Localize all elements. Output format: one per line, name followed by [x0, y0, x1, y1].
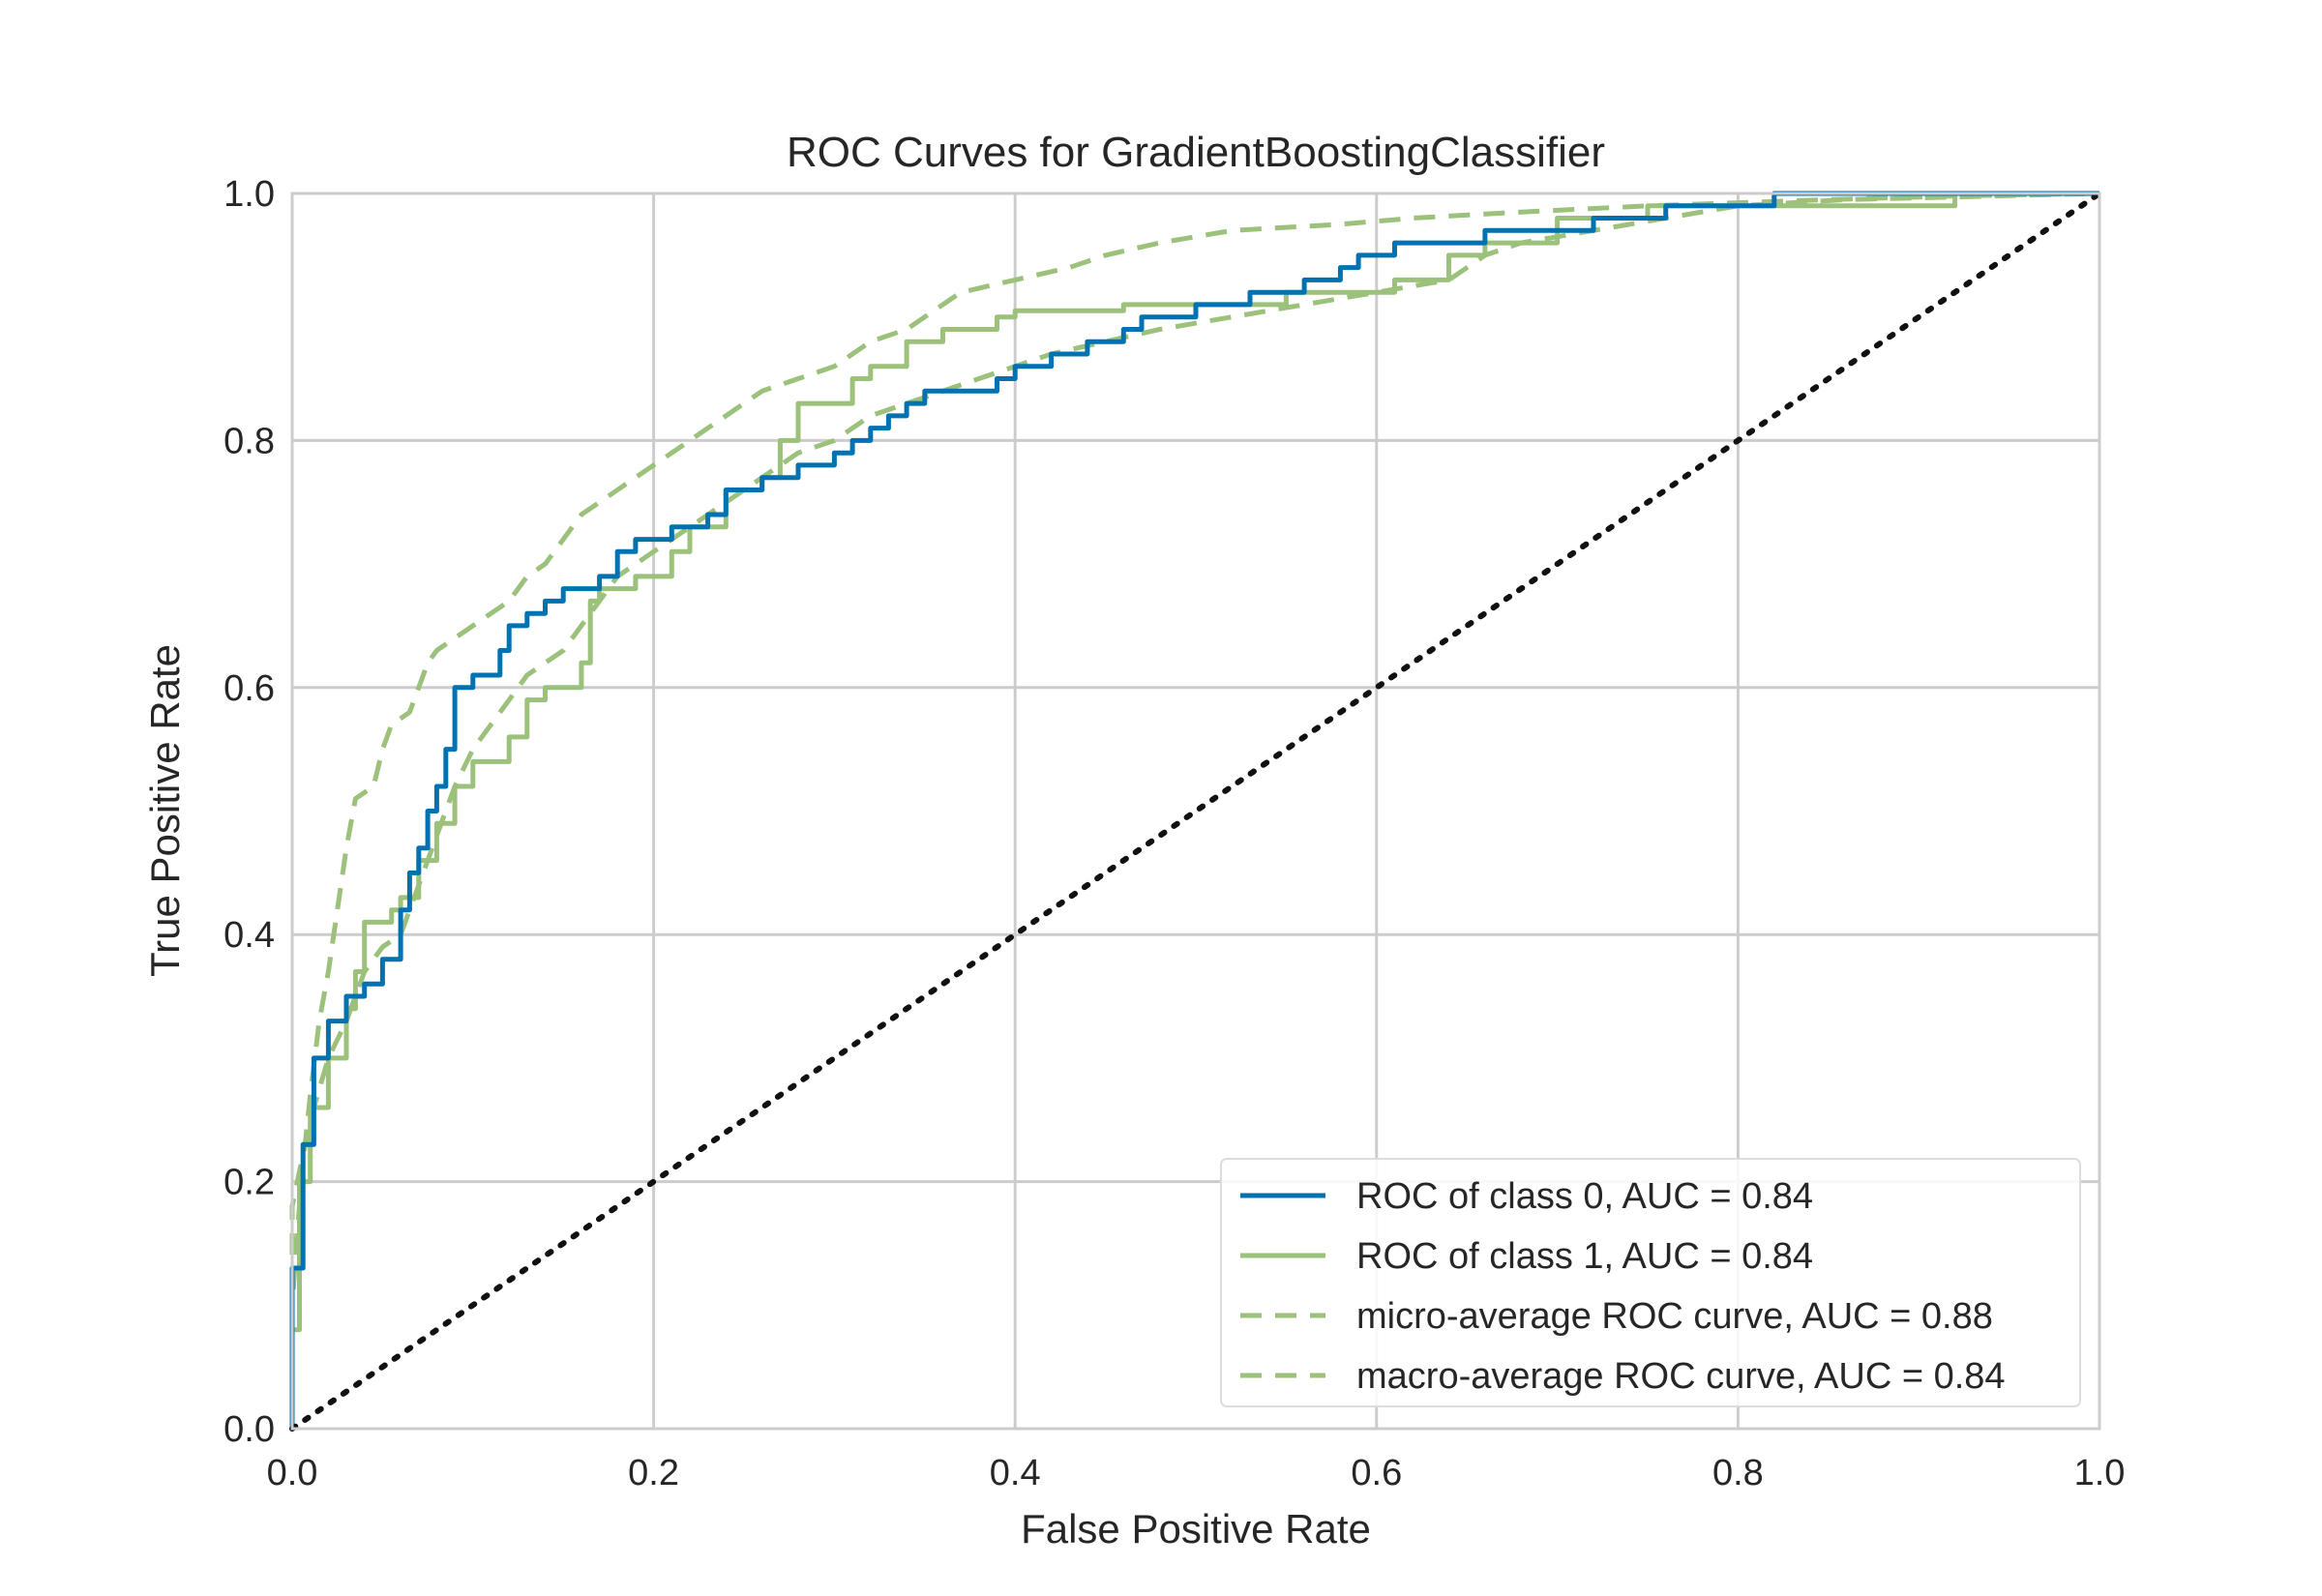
- legend-label: ROC of class 0, AUC = 0.84: [1356, 1176, 1813, 1217]
- x-tick-labels: 0.0 0.2 0.4 0.6 0.8 1.0: [267, 1453, 2126, 1493]
- y-tick-label: 0.0: [223, 1409, 275, 1450]
- x-axis-label: False Positive Rate: [1021, 1506, 1371, 1552]
- y-axis-label: True Positive Rate: [142, 644, 188, 977]
- series-line-1: [289, 191, 2099, 1429]
- series-group: [289, 191, 2102, 1432]
- legend: ROC of class 0, AUC = 0.84 ROC of class 1…: [1220, 1158, 2081, 1407]
- y-tick-label: 0.4: [223, 915, 275, 956]
- legend-label: micro-average ROC curve, AUC = 0.88: [1356, 1296, 1993, 1337]
- y-tick-label: 0.8: [223, 421, 275, 461]
- grid: [290, 192, 2101, 1431]
- x-tick-label: 0.2: [628, 1453, 679, 1493]
- chart-title: ROC Curves for GradientBoostingClassifie…: [787, 129, 1605, 176]
- legend-label: ROC of class 1, AUC = 0.84: [1356, 1236, 1813, 1277]
- y-tick-label: 0.6: [223, 668, 275, 709]
- x-tick-label: 0.8: [1712, 1453, 1764, 1493]
- x-tick-label: 0.4: [990, 1453, 1041, 1493]
- plot-frame: [290, 192, 2101, 1431]
- series-line-0: [289, 191, 2099, 1429]
- legend-label: macro-average ROC curve, AUC = 0.84: [1356, 1356, 2006, 1397]
- y-tick-label: 0.2: [223, 1163, 275, 1203]
- x-tick-label: 0.0: [267, 1453, 318, 1493]
- legend-frame: [1220, 1158, 2081, 1407]
- x-tick-label: 0.6: [1351, 1453, 1402, 1493]
- series-line-2: [289, 191, 2100, 1429]
- y-tick-label: 1.0: [223, 174, 275, 215]
- chance-diagonal-line: [289, 191, 2102, 1432]
- y-tick-labels: 0.0 0.2 0.4 0.6 0.8 1.0: [223, 174, 275, 1450]
- x-tick-label: 1.0: [2074, 1453, 2126, 1493]
- series-line-3: [289, 191, 2100, 1429]
